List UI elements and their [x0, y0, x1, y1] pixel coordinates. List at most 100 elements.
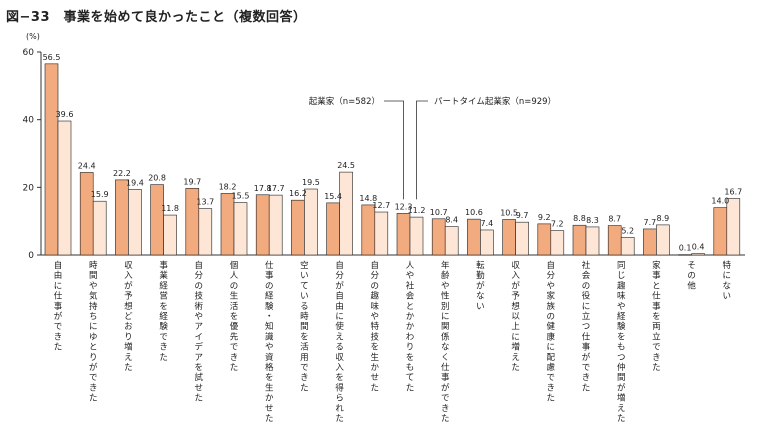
category-label: 自分の趣味や特技を生かせた — [371, 260, 380, 393]
bar-14-entrepreneur — [502, 219, 516, 256]
data-label-parttime: 17.7 — [267, 184, 285, 193]
data-label-entrepreneur: 56.5 — [43, 53, 61, 62]
category-label: 社会の役に立つ仕事ができた — [582, 260, 591, 393]
data-label-entrepreneur: 0.1 — [679, 244, 692, 253]
data-label-entrepreneur: 20.8 — [148, 174, 166, 183]
bar-20-parttime — [726, 198, 741, 256]
bar-3-entrepreneur — [115, 179, 129, 256]
category-label: 家事と仕事を両立できた — [652, 260, 661, 373]
bar-9-entrepreneur — [326, 202, 340, 256]
legend-leader-parttime — [416, 100, 428, 200]
data-label-entrepreneur: 14.0 — [711, 197, 729, 206]
y-tick-label: 40 — [23, 116, 35, 126]
category-label: 空いている時間を活用できた — [300, 260, 309, 393]
bar-18-parttime — [656, 224, 670, 256]
data-label-entrepreneur: 24.4 — [78, 161, 96, 170]
data-label-parttime: 0.4 — [692, 243, 705, 252]
data-label-parttime: 39.6 — [56, 110, 74, 119]
bar-9-parttime — [339, 171, 353, 256]
category-label: 個人の生活を優先できた — [230, 260, 239, 373]
bar-15-entrepreneur — [537, 223, 552, 256]
bar-4-entrepreneur — [150, 184, 164, 256]
bar-13-parttime — [480, 229, 494, 256]
legend-label-entrepreneur: 起業家（n=582） — [309, 96, 380, 107]
bar-17-entrepreneur — [607, 225, 622, 256]
bar-1-entrepreneur — [44, 63, 59, 256]
bar-7-entrepreneur — [255, 194, 270, 256]
y-tick-label: 60 — [23, 48, 35, 58]
bar-5-parttime — [198, 208, 213, 256]
data-label-entrepreneur: 14.8 — [359, 194, 377, 203]
legend-label-parttime: パートタイム起業家（n=929） — [434, 96, 556, 107]
data-label-parttime: 19.4 — [126, 178, 144, 187]
data-label-entrepreneur: 7.7 — [644, 218, 657, 227]
bar-8-entrepreneur — [291, 199, 305, 256]
bar-2-entrepreneur — [79, 172, 94, 256]
data-label-parttime: 5.2 — [621, 226, 634, 235]
data-label-parttime: 9.7 — [516, 211, 529, 220]
bar-19-entrepreneur — [678, 254, 692, 256]
category-label: 自分が自由に使える収入を得られた — [335, 260, 344, 424]
legend-leader-entrepreneur — [384, 100, 404, 200]
bar-19-parttime — [691, 253, 705, 256]
data-label-parttime: 7.2 — [551, 220, 564, 229]
data-label-parttime: 19.5 — [302, 178, 320, 187]
data-label-parttime: 8.4 — [445, 216, 458, 225]
category-label: 仕事の経験・知識や資格を生かせた — [265, 260, 274, 424]
bar-11-parttime — [409, 216, 424, 256]
y-tick-label: 0 — [28, 251, 34, 261]
data-label-entrepreneur: 17.8 — [254, 184, 272, 193]
bar-20-entrepreneur — [713, 207, 728, 256]
category-label: 事業経営を経験できた — [159, 260, 168, 363]
data-label-entrepreneur: 22.2 — [113, 169, 131, 178]
data-label-parttime: 24.5 — [337, 161, 355, 170]
bar-4-parttime — [163, 214, 177, 256]
data-label-parttime: 11.8 — [161, 204, 179, 213]
category-label: 人や社会とかかわりをもてた — [406, 261, 415, 393]
bar-6-entrepreneur — [220, 193, 235, 256]
y-axis-unit-label: (%) — [26, 32, 40, 41]
data-label-entrepreneur: 10.5 — [500, 208, 518, 217]
category-label: その他 — [687, 261, 696, 291]
data-label-parttime: 12.7 — [372, 201, 390, 210]
bar-3-parttime — [128, 189, 142, 256]
bar-18-entrepreneur — [643, 228, 657, 256]
data-label-entrepreneur: 19.7 — [183, 177, 201, 186]
data-label-entrepreneur: 18.2 — [219, 182, 237, 191]
category-label: 転勤がない — [476, 261, 485, 312]
bar-11-entrepreneur — [396, 213, 411, 256]
bar-6-parttime — [233, 202, 248, 256]
category-label: 自分の技術やアイデアを試せた — [195, 260, 204, 404]
data-label-parttime: 15.5 — [232, 192, 250, 201]
data-label-entrepreneur: 9.2 — [538, 213, 551, 222]
category-label: 同じ趣味や経験をもつ仲間が増えた — [617, 261, 626, 424]
bar-16-parttime — [585, 226, 600, 256]
bar-14-parttime — [515, 221, 529, 256]
data-label-parttime: 8.9 — [657, 214, 670, 223]
bar-8-parttime — [304, 188, 318, 256]
data-label-entrepreneur: 16.2 — [289, 189, 307, 198]
data-label-entrepreneur: 10.7 — [430, 208, 448, 217]
chart-title: 図−33 事業を始めて良かったこと（複数回答） — [6, 10, 307, 25]
bar-15-parttime — [550, 230, 565, 256]
data-label-entrepreneur: 10.6 — [465, 208, 483, 217]
data-label-parttime: 7.4 — [481, 219, 494, 228]
category-label: 収入が予想以上に増えた — [511, 260, 520, 373]
data-label-parttime: 13.7 — [196, 198, 214, 207]
data-label-entrepreneur: 8.8 — [573, 214, 586, 223]
bar-2-parttime — [92, 200, 107, 256]
bar-17-parttime — [620, 237, 635, 256]
bar-10-parttime — [374, 211, 389, 256]
bar-12-entrepreneur — [431, 218, 446, 256]
data-label-parttime: 8.3 — [586, 216, 599, 225]
bar-10-entrepreneur — [361, 204, 376, 256]
category-label: 特にない — [723, 260, 732, 302]
y-tick-label: 20 — [23, 183, 35, 193]
bar-12-parttime — [444, 226, 459, 256]
data-label-parttime: 16.7 — [724, 187, 742, 196]
category-label: 自分や家族の健康に配慮できた — [547, 260, 556, 404]
bar-16-entrepreneur — [572, 224, 587, 256]
category-label: 収入が予想どおり増えた — [124, 260, 133, 373]
data-label-entrepreneur: 8.7 — [608, 215, 621, 224]
